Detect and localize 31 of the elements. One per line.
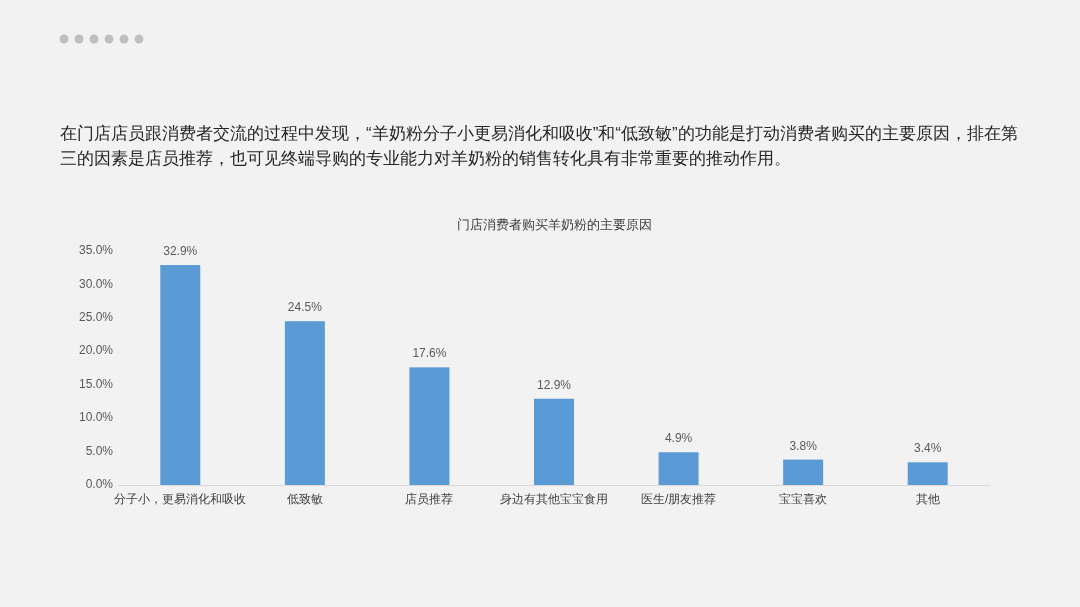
bar — [658, 452, 699, 485]
y-tick-label: 20.0% — [78, 343, 114, 358]
data-label: 17.6% — [412, 346, 447, 361]
x-tick-label: 店员推荐 — [405, 492, 454, 507]
bar — [409, 367, 450, 485]
data-label: 3.4% — [914, 441, 942, 456]
bar — [534, 398, 574, 485]
x-tick-label: 医生/朋友推荐 — [640, 492, 717, 507]
y-tick-label: 10.0% — [78, 410, 114, 425]
x-tick-label: 其他 — [915, 492, 940, 507]
bar — [284, 321, 325, 485]
y-tick-label: 35.0% — [78, 243, 114, 258]
data-label: 24.5% — [287, 300, 323, 315]
y-tick-label: 0.0% — [85, 477, 114, 492]
bar — [783, 459, 824, 485]
x-tick-label: 身边有其他宝宝食用 — [500, 492, 608, 507]
data-label: 12.9% — [536, 377, 572, 392]
x-tick-label: 宝宝喜欢 — [779, 492, 828, 507]
x-tick-label: 分子小，更易消化和吸收 — [114, 492, 247, 507]
y-tick-label: 15.0% — [78, 376, 114, 391]
chart-title: 门店消费者购买羊奶粉的主要原因 — [456, 217, 652, 233]
text: 在门店店员跟消费者交流的过程中发现，“羊奶粉分子小更易消化和吸收”和“低致敏”的功能是打动消费者购买的主要原因，排在第三的因素是店员推荐，也可见终端导购的专业能力对羊奶粉的销售转化具有非常重要的推动作用。 — [60, 123, 1019, 170]
bar — [160, 265, 201, 485]
x-tick-label: 低致敏 — [286, 492, 323, 507]
bar — [907, 462, 948, 485]
y-tick-label: 5.0% — [85, 443, 114, 458]
data-label: 4.9% — [664, 431, 693, 446]
data-label: 32.9% — [163, 244, 198, 259]
data-label: 3.8% — [789, 438, 818, 453]
y-tick-label: 25.0% — [78, 310, 114, 325]
y-tick-label: 30.0% — [78, 276, 114, 291]
